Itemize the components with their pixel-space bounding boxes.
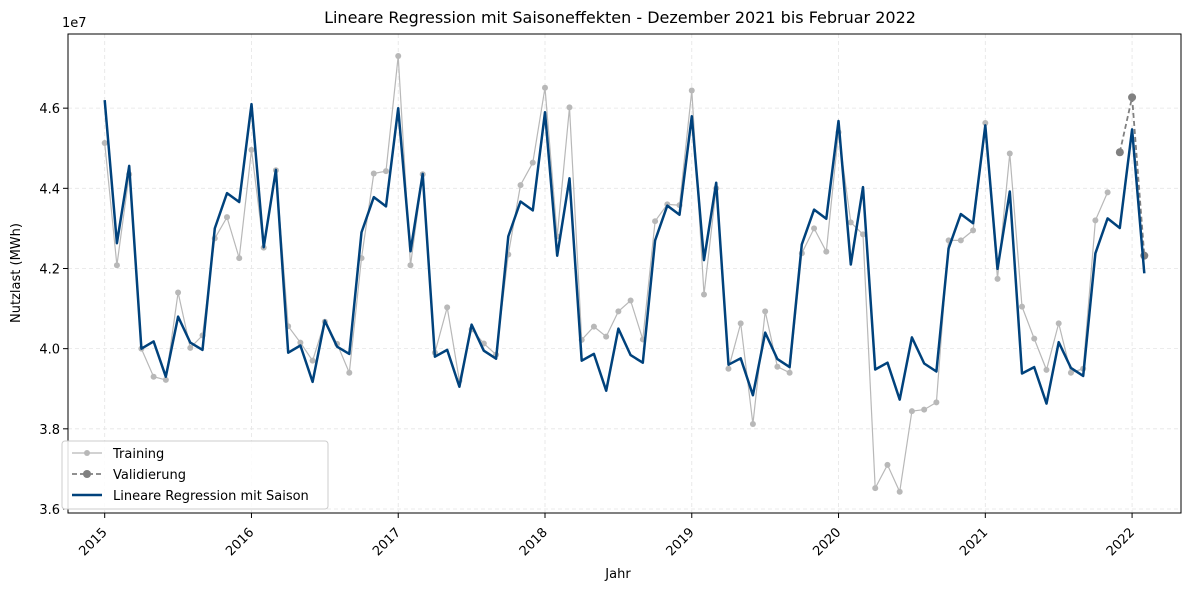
training-point	[1104, 189, 1111, 196]
training-point	[652, 218, 659, 225]
training-point	[957, 237, 964, 244]
training-point	[1019, 303, 1025, 310]
validation-series	[1115, 93, 1149, 260]
training-point	[113, 262, 120, 269]
training-point	[542, 84, 548, 91]
training-point	[101, 140, 108, 147]
training-point	[529, 159, 536, 166]
training-point	[896, 488, 903, 495]
training-point	[1067, 369, 1074, 376]
training-point	[150, 373, 157, 380]
chart-title: Lineare Regression mit Saisoneffekten - …	[324, 8, 916, 27]
training-point	[615, 308, 622, 315]
training-point	[1092, 217, 1099, 224]
y-tick-label: 4.4	[39, 182, 60, 197]
y-tick-label: 4.2	[39, 262, 60, 277]
training-point	[1043, 366, 1050, 373]
series-layer	[101, 53, 1149, 495]
training-point	[762, 308, 769, 315]
legend-label-regression: Lineare Regression mit Saison	[113, 489, 309, 504]
y-axis-offset-label: 1e7	[62, 16, 87, 31]
training-point	[383, 168, 389, 175]
training-point	[517, 182, 524, 189]
training-point	[1031, 335, 1038, 342]
training-point	[187, 344, 194, 351]
legend: Training Validierung Lineare Regression …	[61, 440, 329, 510]
training-point	[236, 255, 243, 262]
training-point	[884, 461, 891, 468]
training-point	[908, 408, 915, 415]
training-point	[994, 275, 1001, 282]
x-axis-label: Jahr	[604, 567, 631, 582]
training-point	[346, 369, 353, 376]
training-point	[872, 485, 879, 492]
training-point	[309, 357, 316, 364]
validation-point	[1128, 93, 1137, 102]
training-point	[590, 323, 597, 330]
training-point	[725, 365, 732, 372]
training-point	[297, 339, 304, 346]
training-point	[921, 406, 928, 413]
training-point	[248, 146, 255, 153]
training-point	[701, 291, 707, 298]
training-point	[1006, 150, 1013, 157]
training-point	[811, 225, 818, 232]
training-point	[982, 119, 989, 126]
training-point	[786, 369, 793, 376]
legend-label-training: Training	[112, 447, 164, 462]
training-point	[603, 333, 610, 340]
training-point	[749, 421, 756, 428]
training-point	[737, 320, 744, 327]
legend-label-validation: Validierung	[113, 468, 186, 483]
training-point	[933, 399, 940, 406]
legend-marker-validation	[83, 470, 91, 478]
legend-box	[61, 440, 329, 510]
training-point	[823, 248, 830, 255]
training-point	[407, 262, 414, 269]
training-point	[566, 104, 573, 111]
training-point	[444, 304, 451, 311]
y-tick-label: 4.6	[39, 102, 60, 117]
regression-series	[103, 99, 1146, 405]
training-point	[175, 289, 182, 296]
training-point	[970, 227, 977, 234]
y-tick-label: 4.0	[39, 343, 60, 358]
validation-point	[1115, 148, 1124, 157]
training-point	[370, 170, 377, 177]
training-point	[860, 231, 866, 238]
y-tick-label: 3.6	[39, 503, 60, 518]
training-point	[162, 376, 169, 383]
training-point	[627, 297, 634, 304]
training-point	[1055, 320, 1062, 327]
legend-marker-training	[84, 450, 90, 456]
training-point	[774, 363, 781, 370]
y-axis-label: Nutzlast (MWh)	[9, 223, 24, 323]
training-point	[395, 53, 402, 60]
regression-line	[103, 99, 1146, 405]
y-tick-label: 3.8	[39, 423, 60, 438]
training-point	[224, 214, 230, 221]
training-point	[847, 219, 854, 226]
training-point	[688, 87, 695, 94]
plot-frame	[67, 33, 1182, 514]
